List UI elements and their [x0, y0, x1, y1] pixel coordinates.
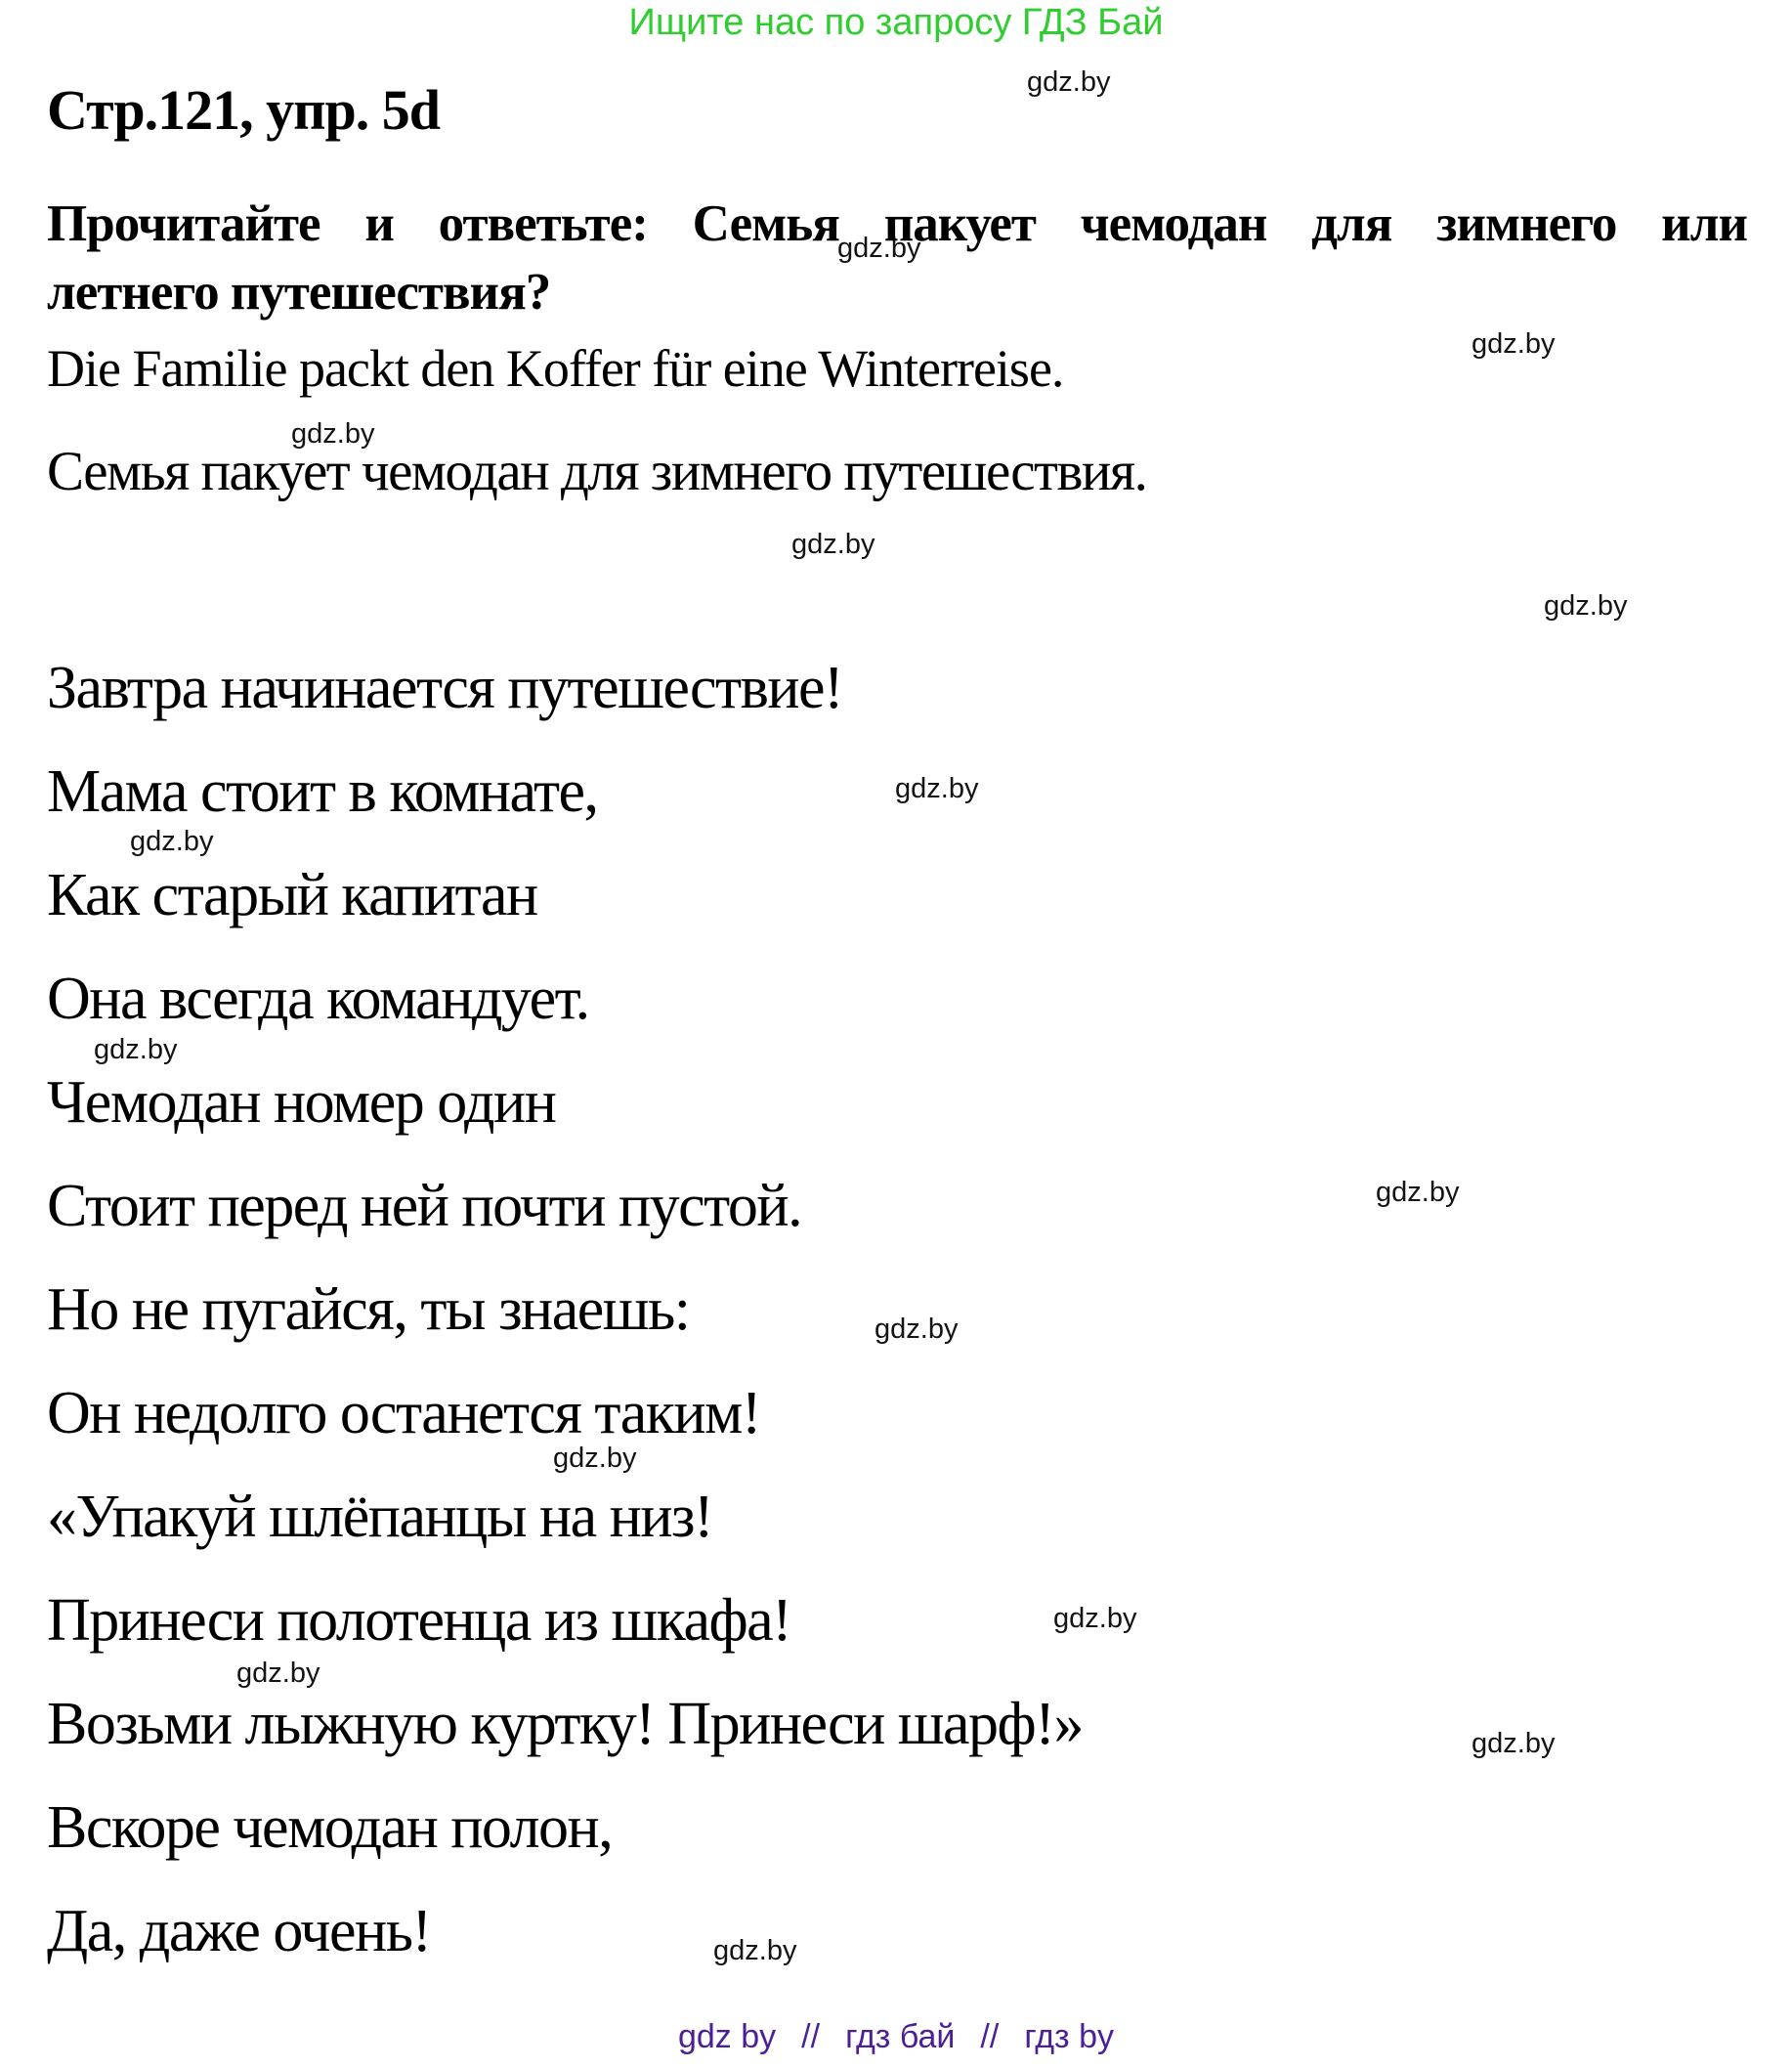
gdz-watermark: gdz.by — [791, 529, 875, 560]
poem-line: Принеси полотенца из шкафа! — [47, 1587, 792, 1654]
gdz-watermark: gdz.by — [553, 1443, 637, 1474]
gdz-watermark: gdz.by — [291, 418, 375, 450]
gdz-watermark: gdz.by — [1027, 66, 1111, 98]
task-heading-line1: Прочитайте и ответьте: Семья пакует чемо… — [47, 195, 1748, 252]
poem-line: Как старый капитан — [47, 862, 538, 928]
footer-separator: // — [980, 2018, 1000, 2055]
gdz-watermark: gdz.by — [94, 1034, 178, 1065]
poem-line: Мама стоит в комнате, — [47, 758, 599, 825]
promo-banner: Ищите нас по запросу ГДЗ Бай — [628, 2, 1164, 43]
gdz-watermark: gdz.by — [837, 233, 921, 264]
answer-russian: Семья пакует чемодан для зимнего путешес… — [47, 441, 1148, 502]
gdz-watermark: gdz.by — [1053, 1603, 1137, 1634]
poem-line: Но не пугайся, ты знаешь: — [47, 1276, 691, 1343]
page-title: Стр.121, упр. 5d — [47, 78, 441, 142]
gdz-watermark: gdz.by — [236, 1658, 320, 1689]
poem-line: Завтра начинается путешествие! — [47, 655, 844, 721]
gdz-watermark: gdz.by — [1544, 590, 1628, 622]
site-footer: gdz by // гдз бай // гдз by — [0, 2017, 1792, 2056]
gdz-watermark: gdz.by — [1376, 1177, 1460, 1208]
gdz-watermark: gdz.by — [895, 773, 979, 804]
poem-line: Возьми лыжную куртку! Принеси шарф!» — [47, 1691, 1084, 1757]
poem-line: Стоит перед ней почти пустой. — [47, 1173, 803, 1239]
poem-line: Вскоре чемодан полон, — [47, 1794, 614, 1861]
gdz-watermark: gdz.by — [875, 1314, 959, 1345]
task-heading-line2: летнего путешествия? — [47, 264, 551, 321]
gdz-watermark: gdz.by — [130, 826, 214, 857]
poem-line: «Упакуй шлёпанцы на низ! — [47, 1484, 714, 1550]
poem-line: Она всегда командует. — [47, 966, 590, 1032]
task-heading: Прочитайте и ответьте: Семья пакует чемо… — [47, 190, 1748, 326]
footer-brand-cyrillic: гдз бай — [845, 2018, 956, 2055]
footer-brand-mixed: гдз by — [1024, 2018, 1114, 2055]
poem-line: Да, даже очень! — [47, 1898, 432, 1964]
footer-brand-latin: gdz by — [677, 2018, 777, 2055]
footer-separator: // — [801, 2018, 821, 2055]
gdz-watermark: gdz.by — [1472, 1728, 1556, 1759]
poem-line: Чемодан номер один — [47, 1069, 557, 1136]
gdz-watermark: gdz.by — [1472, 328, 1556, 360]
poem: Завтра начинается путешествие! Мама стои… — [47, 636, 1084, 1983]
gdz-watermark: gdz.by — [713, 1935, 797, 1966]
poem-line: Он недолго останется таким! — [47, 1380, 761, 1446]
answer-german: Die Familie packt den Koffer für eine Wi… — [47, 339, 1064, 398]
